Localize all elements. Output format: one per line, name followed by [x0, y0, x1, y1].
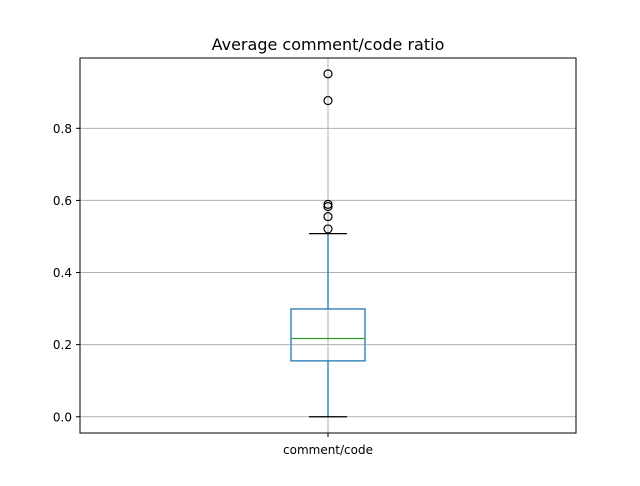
- outlier-point: [323, 224, 333, 234]
- outlier-point: [323, 212, 333, 222]
- plot-frame: [79, 57, 577, 434]
- y-tick-label: 0.0: [53, 410, 72, 424]
- outlier-point: [323, 199, 333, 209]
- y-tick-label: 0.4: [53, 266, 72, 280]
- outlier-point: [323, 69, 333, 79]
- chart-title: Average comment/code ratio: [212, 35, 445, 54]
- iqr-box: [290, 308, 366, 362]
- marks-layer: [290, 69, 366, 418]
- outlier-point: [323, 95, 333, 106]
- y-tick-label: 0.6: [53, 194, 72, 208]
- y-tick-label: 0.8: [53, 122, 72, 136]
- x-tick-label: comment/code: [283, 443, 373, 457]
- axis-layer: 0.0 0.2 0.4 0.6 0.8 comment/code: [53, 122, 373, 457]
- y-tick-label: 0.2: [53, 338, 72, 352]
